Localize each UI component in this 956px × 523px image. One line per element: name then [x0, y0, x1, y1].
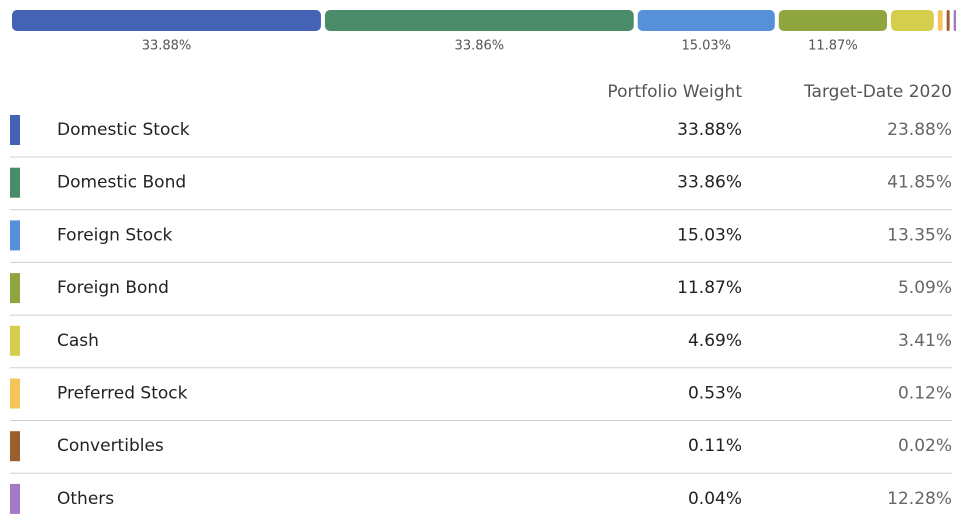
bar-segment [891, 10, 934, 31]
bar-segment [324, 10, 634, 31]
segment-label: 11.87% [808, 39, 858, 54]
portfolio-weight: 11.87% [677, 278, 742, 298]
bar-segment [12, 10, 321, 31]
portfolio-weight: 0.04% [688, 489, 742, 509]
portfolio-weight: 33.86% [677, 173, 742, 193]
target-weight: 0.12% [898, 384, 952, 404]
row-label: Preferred Stock [57, 384, 188, 404]
color-swatch [10, 483, 20, 514]
bar-segment [937, 10, 943, 31]
target-weight: 12.28% [887, 489, 952, 509]
row-label: Domestic Stock [57, 120, 190, 140]
target-weight: 0.02% [898, 436, 952, 456]
row-label: Others [57, 489, 114, 509]
color-swatch [10, 273, 20, 304]
segment-label: 15.03% [681, 39, 731, 54]
portfolio-weight: 4.69% [688, 331, 742, 351]
target-weight: 41.85% [887, 173, 952, 193]
target-weight: 5.09% [898, 278, 952, 298]
target-weight: 3.41% [898, 331, 952, 351]
row-label: Domestic Bond [57, 173, 186, 193]
segment-label: 33.86% [455, 39, 505, 54]
column-header: Target-Date 2020 [803, 82, 952, 102]
color-swatch [10, 220, 20, 251]
portfolio-weight: 0.53% [688, 384, 742, 404]
target-weight: 13.35% [887, 225, 952, 245]
color-swatch [10, 325, 20, 356]
portfolio-weight: 15.03% [677, 225, 742, 245]
target-weight: 23.88% [887, 120, 952, 140]
bar-segment [953, 10, 956, 31]
portfolio-weight: 33.88% [677, 120, 742, 140]
color-swatch [10, 378, 20, 409]
row-label: Cash [57, 331, 99, 351]
bar-segment [778, 10, 888, 31]
color-swatch [10, 115, 20, 145]
row-label: Foreign Bond [57, 278, 169, 298]
segment-label: 33.88% [142, 39, 192, 54]
color-swatch [10, 431, 20, 462]
column-header: Portfolio Weight [607, 82, 742, 102]
color-swatch [10, 167, 20, 198]
bar-segment [637, 10, 775, 31]
bar-segment [946, 10, 950, 31]
row-label: Convertibles [57, 436, 164, 456]
row-label: Foreign Stock [57, 225, 173, 245]
portfolio-weight: 0.11% [688, 436, 742, 456]
